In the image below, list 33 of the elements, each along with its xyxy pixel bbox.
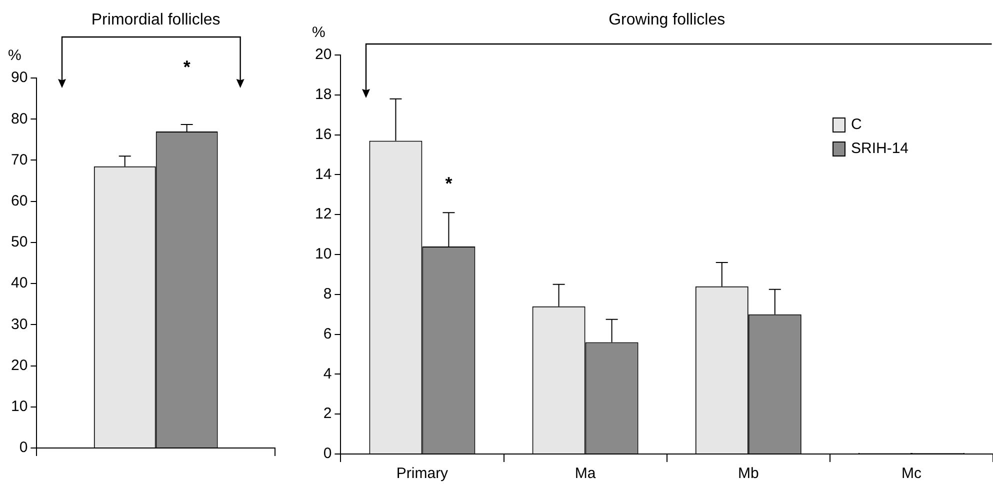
- y-tick-label: 10: [314, 246, 332, 263]
- x-tick-label: Mb: [738, 465, 759, 482]
- y-tick-label: 6: [323, 325, 332, 342]
- y-tick-label: 8: [323, 286, 332, 303]
- y-tick-label: 12: [314, 206, 332, 223]
- annotation: *: [445, 174, 452, 194]
- y-tick-label: 10: [10, 398, 28, 416]
- y-tick-label: 60: [10, 192, 28, 210]
- y-tick-label: 2: [323, 405, 332, 422]
- legend-label: SRIH-14: [851, 140, 909, 158]
- chart-title: Growing follicles: [608, 11, 726, 28]
- y-axis-title: %: [8, 47, 22, 64]
- y-tick-label: 40: [10, 274, 28, 292]
- y-tick-label: 20: [314, 46, 332, 64]
- y-tick-label: 70: [10, 151, 28, 168]
- y-tick-label: 4: [323, 365, 332, 382]
- legend-label: C: [851, 116, 862, 134]
- y-tick-label: 18: [314, 86, 332, 104]
- y-tick-label: 14: [314, 166, 332, 183]
- y-tick-label: 16: [314, 126, 332, 143]
- y-tick-label: 90: [10, 69, 28, 86]
- x-tick-label: Ma: [574, 465, 596, 482]
- y-tick-label: 80: [10, 110, 28, 128]
- y-tick-label: 0: [19, 439, 28, 456]
- x-tick-label: Primary: [396, 465, 449, 482]
- x-tick-label: Mc: [901, 465, 922, 482]
- text: *: [183, 56, 190, 77]
- y-tick-label: 30: [10, 316, 28, 333]
- y-tick-label: 0: [323, 445, 332, 462]
- y-tick-label: 50: [10, 234, 28, 251]
- y-axis-title: %: [312, 24, 326, 42]
- chart-title: Primordial follicles: [91, 11, 220, 28]
- y-tick-label: 20: [10, 356, 28, 374]
